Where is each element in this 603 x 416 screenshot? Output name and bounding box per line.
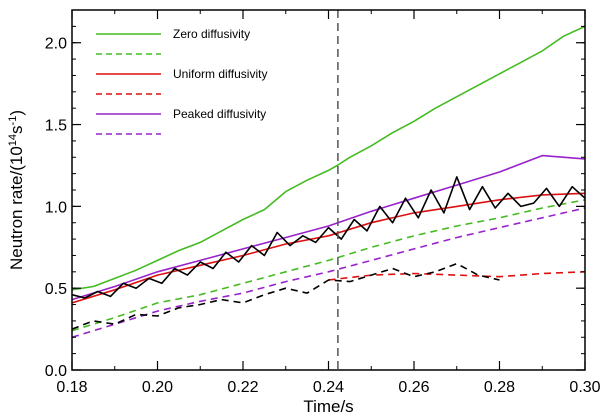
y-tick-label: 0.0 <box>45 363 67 380</box>
series-line-7 <box>71 262 500 330</box>
series-line-6 <box>71 176 586 299</box>
x-axis-label: Time/s <box>303 397 353 416</box>
x-tick-label: 0.28 <box>484 379 515 396</box>
series-layer <box>71 25 586 339</box>
ticks-layer: 0.18 0.20 0.22 0.24 0.26 0.28 0.30 0.0 0.5 1.0 1.5… <box>45 9 601 396</box>
x-tick-label: 0.22 <box>227 379 258 396</box>
y-axis-label-pre: Neutron rate/(10 <box>7 146 26 270</box>
legend-label-0: Zero diffusivity <box>173 27 250 41</box>
y-tick-label: 1.0 <box>45 199 67 216</box>
x-tick-label: 0.30 <box>569 379 600 396</box>
y-axis-label-sup2: -1 <box>7 116 19 126</box>
x-tick-label: 0.24 <box>313 379 344 396</box>
y-axis-label-post: ) <box>7 110 26 116</box>
x-tick-label: 0.20 <box>142 379 173 396</box>
y-axis-label: Neutron rate/(1014s-1) <box>7 110 26 270</box>
legend-label-4: Peaked diffusivity <box>173 107 266 121</box>
legend-label-2: Uniform diffusivity <box>173 67 267 81</box>
legend: Zero diffusivity Uniform diffusivity Peake… <box>96 27 267 135</box>
x-tick-label: 0.26 <box>398 379 429 396</box>
y-tick-label: 2.0 <box>45 36 67 53</box>
series-line-5 <box>71 207 586 339</box>
y-axis-label-sup1: 14 <box>7 134 19 146</box>
series-line-2 <box>71 192 586 304</box>
series-line-1 <box>71 199 586 332</box>
series-line-0 <box>71 25 586 291</box>
y-axis-label-mid: s <box>7 125 26 134</box>
series-line-4 <box>71 154 586 301</box>
y-tick-label: 1.5 <box>45 118 67 135</box>
y-tick-label: 0.5 <box>45 281 67 298</box>
x-tick-label: 0.18 <box>56 379 87 396</box>
